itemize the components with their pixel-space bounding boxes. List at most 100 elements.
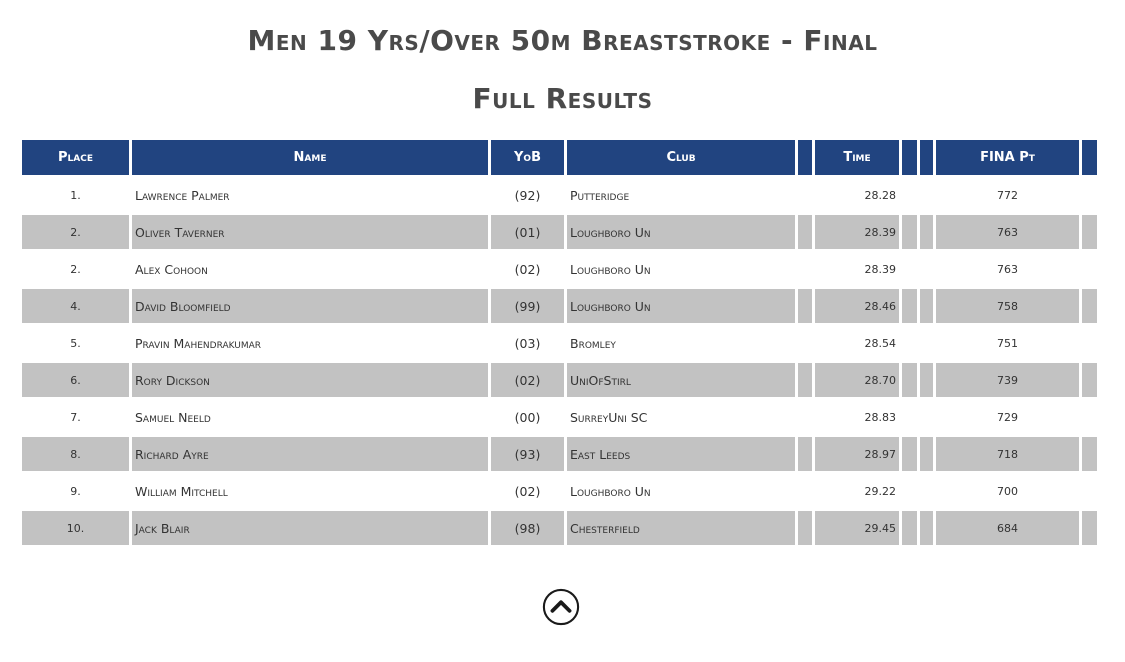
- cell-name: Oliver Taverner: [132, 215, 488, 252]
- cell-spacer: [1082, 437, 1097, 474]
- cell-club: Loughboro Un: [567, 474, 795, 511]
- cell-spacer: [798, 252, 812, 289]
- cell-points: 729: [936, 400, 1079, 437]
- column-header-spacer: [1082, 140, 1097, 178]
- table-row: 2. Alex Cohoon (02) Loughboro Un 28.39 763: [22, 252, 1097, 289]
- table-row: 8. Richard Ayre (93) East Leeds 28.97 718: [22, 437, 1097, 474]
- cell-spacer: [920, 437, 933, 474]
- table-header-row: Place Name YoB Club Time FINA Pt: [22, 140, 1097, 178]
- cell-spacer: [798, 474, 812, 511]
- cell-club: Bromley: [567, 326, 795, 363]
- cell-spacer: [902, 400, 917, 437]
- cell-spacer: [1082, 252, 1097, 289]
- cell-points: 763: [936, 252, 1079, 289]
- cell-name: Alex Cohoon: [132, 252, 488, 289]
- cell-yob: (00): [491, 400, 564, 437]
- results-table: Place Name YoB Club Time FINA Pt 1. Lawre…: [19, 140, 1100, 548]
- cell-club: Loughboro Un: [567, 252, 795, 289]
- cell-spacer: [920, 511, 933, 548]
- cell-spacer: [902, 178, 917, 215]
- table-row: 2. Oliver Taverner (01) Loughboro Un 28.39 76…: [22, 215, 1097, 252]
- cell-name: Jack Blair: [132, 511, 488, 548]
- cell-points: 751: [936, 326, 1079, 363]
- cell-spacer: [1082, 511, 1097, 548]
- cell-spacer: [920, 326, 933, 363]
- cell-place: 2.: [22, 252, 129, 289]
- cell-spacer: [902, 289, 917, 326]
- cell-place: 5.: [22, 326, 129, 363]
- column-header-points: FINA Pt: [936, 140, 1079, 178]
- column-header-place: Place: [22, 140, 129, 178]
- cell-spacer: [920, 400, 933, 437]
- cell-place: 9.: [22, 474, 129, 511]
- cell-club: Putteridge: [567, 178, 795, 215]
- cell-spacer: [902, 437, 917, 474]
- cell-name: Lawrence Palmer: [132, 178, 488, 215]
- cell-spacer: [798, 178, 812, 215]
- cell-name: Pravin Mahendrakumar: [132, 326, 488, 363]
- cell-spacer: [798, 215, 812, 252]
- cell-points: 763: [936, 215, 1079, 252]
- column-header-club: Club: [567, 140, 795, 178]
- cell-time: 28.54: [815, 326, 899, 363]
- column-header-spacer: [798, 140, 812, 178]
- cell-yob: (99): [491, 289, 564, 326]
- cell-points: 700: [936, 474, 1079, 511]
- cell-yob: (02): [491, 474, 564, 511]
- cell-time: 29.45: [815, 511, 899, 548]
- cell-time: 28.39: [815, 215, 899, 252]
- cell-spacer: [902, 252, 917, 289]
- cell-club: SurreyUni SC: [567, 400, 795, 437]
- table-row: 1. Lawrence Palmer (92) Putteridge 28.28 772: [22, 178, 1097, 215]
- cell-spacer: [798, 400, 812, 437]
- cell-spacer: [902, 474, 917, 511]
- table-row: 7. Samuel Neeld (00) SurreyUni SC 28.83 729: [22, 400, 1097, 437]
- cell-spacer: [1082, 363, 1097, 400]
- cell-place: 8.: [22, 437, 129, 474]
- table-row: 10. Jack Blair (98) Chesterfield 29.45 684: [22, 511, 1097, 548]
- cell-spacer: [920, 178, 933, 215]
- cell-time: 28.28: [815, 178, 899, 215]
- page-subtitle: Full Results: [472, 82, 653, 115]
- table-row: 6. Rory Dickson (02) UniOfStirl 28.70 739: [22, 363, 1097, 400]
- chevron-up-circle-icon[interactable]: [542, 588, 580, 626]
- table-row: 4. David Bloomfield (99) Loughboro Un 28.46 7…: [22, 289, 1097, 326]
- cell-place: 10.: [22, 511, 129, 548]
- cell-time: 28.39: [815, 252, 899, 289]
- cell-spacer: [798, 326, 812, 363]
- cell-yob: (98): [491, 511, 564, 548]
- cell-spacer: [1082, 474, 1097, 511]
- cell-spacer: [920, 474, 933, 511]
- cell-spacer: [1082, 215, 1097, 252]
- cell-yob: (02): [491, 363, 564, 400]
- cell-name: Richard Ayre: [132, 437, 488, 474]
- table-row: 5. Pravin Mahendrakumar (03) Bromley 28.54 75…: [22, 326, 1097, 363]
- cell-yob: (93): [491, 437, 564, 474]
- cell-club: Loughboro Un: [567, 215, 795, 252]
- cell-name: David Bloomfield: [132, 289, 488, 326]
- cell-spacer: [920, 252, 933, 289]
- column-header-yob: YoB: [491, 140, 564, 178]
- cell-yob: (02): [491, 252, 564, 289]
- cell-points: 684: [936, 511, 1079, 548]
- cell-spacer: [902, 326, 917, 363]
- table-row: 9. William Mitchell (02) Loughboro Un 29.22 7…: [22, 474, 1097, 511]
- cell-points: 772: [936, 178, 1079, 215]
- cell-spacer: [1082, 326, 1097, 363]
- cell-name: William Mitchell: [132, 474, 488, 511]
- cell-spacer: [1082, 400, 1097, 437]
- cell-spacer: [920, 289, 933, 326]
- cell-time: 28.70: [815, 363, 899, 400]
- cell-spacer: [798, 363, 812, 400]
- cell-points: 758: [936, 289, 1079, 326]
- cell-spacer: [1082, 289, 1097, 326]
- cell-spacer: [1082, 178, 1097, 215]
- cell-spacer: [798, 511, 812, 548]
- cell-club: UniOfStirl: [567, 363, 795, 400]
- cell-name: Rory Dickson: [132, 363, 488, 400]
- cell-spacer: [902, 215, 917, 252]
- column-header-time: Time: [815, 140, 899, 178]
- cell-place: 6.: [22, 363, 129, 400]
- column-header-spacer: [902, 140, 917, 178]
- cell-yob: (92): [491, 178, 564, 215]
